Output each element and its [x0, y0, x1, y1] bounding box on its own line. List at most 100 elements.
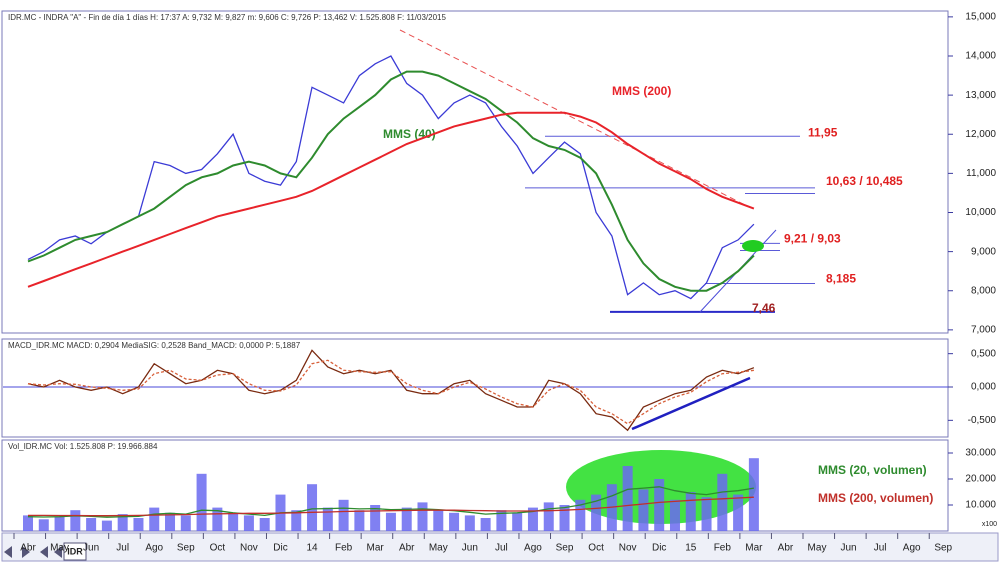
volume-bar: [133, 518, 144, 531]
volume-bar: [385, 512, 396, 531]
x-tick-label: Nov: [619, 543, 637, 554]
level-label: 7,46: [752, 301, 776, 315]
x-tick-label: Sep: [556, 543, 574, 554]
x-tick-label: 15: [685, 543, 697, 554]
x-tick-label: Mar: [745, 543, 763, 554]
x-tick-label: Oct: [588, 543, 604, 554]
volume-bar: [180, 515, 191, 531]
y-tick-label: 0,500: [971, 348, 996, 359]
x-tick-label: Oct: [210, 543, 226, 554]
trend-line: [399, 29, 746, 206]
highlight-dot: [742, 240, 764, 252]
series-line: [28, 496, 754, 517]
x-tick-label: Sep: [934, 543, 952, 554]
x-tick-label: Jul: [495, 543, 508, 554]
volume-bar: [669, 499, 680, 531]
volume-bar: [733, 494, 744, 531]
x-tick-label: May: [808, 543, 827, 554]
volume-bar: [228, 512, 239, 531]
x-tick-label: 14: [306, 543, 318, 554]
x-tick-label: Dic: [273, 543, 287, 554]
series-line: [27, 349, 755, 432]
y-tick-label: 9,000: [971, 246, 996, 257]
volume-bar: [212, 507, 223, 531]
level-label: 11,95: [808, 125, 838, 139]
volume-bar: [449, 512, 460, 531]
x-tick-label: Abr: [778, 543, 794, 554]
volume-bar: [338, 499, 349, 531]
x-tick-label: Feb: [335, 543, 353, 554]
volume-bar: [591, 494, 602, 531]
panel-header: Vol_IDR.MC Vol: 1.525.808 P: 19.966.884: [8, 442, 158, 451]
x-tick-label: Ago: [903, 543, 921, 554]
volume-bar: [638, 489, 649, 531]
tab-left[interactable]: [40, 546, 48, 558]
volume-bar: [354, 510, 365, 531]
volume-bar: [433, 510, 444, 531]
volume-bar: [417, 502, 428, 531]
x-tick-label: Nov: [240, 543, 258, 554]
x-tick-label: Jul: [874, 543, 887, 554]
x-tick-label: Abr: [399, 543, 415, 554]
volume-bar: [575, 499, 586, 531]
series-label: MMS (200, volumen): [818, 491, 933, 505]
tab-right[interactable]: [54, 546, 62, 558]
y-tick-label: 15,000: [965, 12, 996, 23]
x-tick-label: Ago: [524, 543, 542, 554]
volume-bar: [38, 519, 49, 531]
x-tick-label: Feb: [714, 543, 732, 554]
volume-bar: [370, 505, 381, 531]
level-label: 8,185: [826, 272, 856, 286]
y-tick-label: 10,000: [965, 207, 996, 218]
x-tick-label: Ago: [145, 543, 163, 554]
volume-bar: [322, 507, 333, 531]
level-label: 10,63 / 10,485: [826, 174, 903, 188]
volume-bar: [70, 510, 81, 531]
volume-bar: [243, 515, 254, 531]
symbol-tab-label[interactable]: IDR: [67, 546, 83, 556]
y-tick-label: 11,000: [966, 168, 996, 179]
y-tick-label: 14,000: [965, 51, 996, 62]
volume-bar: [117, 514, 128, 531]
volume-bar: [527, 507, 538, 531]
volume-bar: [748, 458, 759, 531]
volume-bar: [496, 510, 507, 531]
series-label: MMS (20, volumen): [818, 463, 927, 477]
scroll-right[interactable]: [22, 546, 30, 558]
volume-bar: [717, 473, 728, 531]
level-label: 9,21 / 9,03: [784, 232, 841, 246]
panel-header: IDR.MC - INDRA "A" - Fin de día 1 días H…: [8, 13, 446, 22]
series-line: [27, 359, 754, 425]
y-tick-label: 20.000: [965, 474, 996, 485]
y-tick-label: 13,000: [965, 90, 996, 101]
volume-bar: [464, 515, 475, 531]
symbol-tab[interactable]: [63, 542, 87, 561]
volume-bar: [165, 512, 176, 531]
panel-header: MACD_IDR.MC MACD: 0,2904 MediaSIG: 0,252…: [8, 341, 301, 350]
volume-bar: [307, 484, 318, 531]
series-label: MMS (200): [612, 84, 671, 98]
volume-bar: [654, 479, 665, 531]
x-tick-label: May: [429, 543, 448, 554]
volume-bar: [401, 507, 412, 531]
y-tick-label: 12,000: [965, 129, 996, 140]
x-tick-label: Jun: [462, 543, 478, 554]
y-tick-label: 30.000: [965, 448, 996, 459]
y-tick-label: 7,000: [971, 325, 996, 336]
volume-bar: [512, 512, 523, 531]
series-line: [27, 70, 755, 292]
series-line: [27, 55, 755, 300]
volume-bar: [543, 502, 554, 531]
volume-bar: [86, 518, 97, 531]
x-tick-label: Jun: [840, 543, 856, 554]
x-tick-label: Mar: [367, 543, 385, 554]
volume-bar: [559, 505, 570, 531]
price-panel: [1, 10, 949, 334]
y-tick-label: 0,000: [971, 382, 996, 393]
x-tick-label: Jul: [116, 543, 129, 554]
macd-panel: [1, 338, 949, 438]
series-line: [27, 111, 755, 288]
volume-bar: [291, 510, 302, 531]
scroll-left[interactable]: [4, 546, 12, 558]
